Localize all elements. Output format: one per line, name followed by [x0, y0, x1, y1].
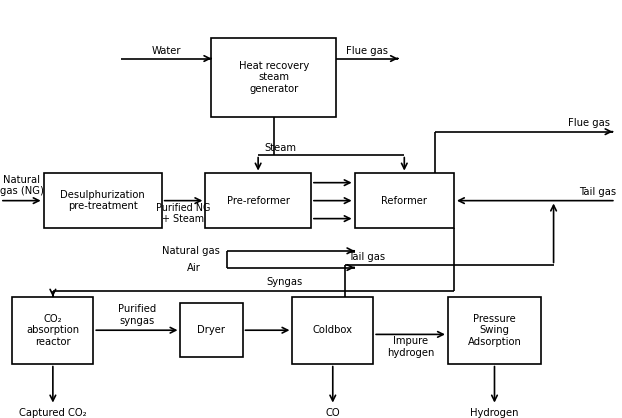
Text: Pressure
Swing
Adsorption: Pressure Swing Adsorption	[468, 314, 521, 347]
FancyBboxPatch shape	[180, 303, 243, 357]
Text: Natural gas: Natural gas	[162, 246, 220, 256]
Text: Purified NG
+ Steam: Purified NG + Steam	[156, 203, 211, 224]
Text: Syngas: Syngas	[266, 277, 303, 287]
Text: Water: Water	[152, 46, 181, 56]
FancyBboxPatch shape	[44, 173, 162, 228]
FancyBboxPatch shape	[12, 297, 93, 364]
Text: Natural
gas (NG): Natural gas (NG)	[0, 175, 44, 196]
Text: Desulphurization
pre-treatment: Desulphurization pre-treatment	[60, 190, 145, 212]
Text: Pre-reformer: Pre-reformer	[226, 196, 290, 206]
Text: Flue gas: Flue gas	[346, 46, 388, 56]
Text: Captured CO₂: Captured CO₂	[19, 408, 86, 418]
Text: CO₂
absorption
reactor: CO₂ absorption reactor	[26, 314, 80, 347]
Text: Steam: Steam	[264, 143, 296, 153]
Text: Purified
syngas: Purified syngas	[118, 304, 156, 326]
FancyBboxPatch shape	[292, 297, 373, 364]
Text: Coldbox: Coldbox	[313, 325, 353, 335]
Text: Reformer: Reformer	[381, 196, 427, 206]
Text: Hydrogen: Hydrogen	[470, 408, 519, 418]
FancyBboxPatch shape	[211, 38, 336, 117]
Text: Impure
hydrogen: Impure hydrogen	[387, 336, 434, 358]
FancyBboxPatch shape	[355, 173, 454, 228]
Text: Dryer: Dryer	[197, 325, 226, 335]
FancyBboxPatch shape	[448, 297, 541, 364]
Text: CO: CO	[325, 408, 340, 418]
Text: Air: Air	[187, 263, 200, 273]
Text: Flue gas: Flue gas	[567, 118, 610, 128]
Text: Tail gas: Tail gas	[348, 252, 386, 262]
Text: Tail gas: Tail gas	[578, 187, 616, 197]
FancyBboxPatch shape	[205, 173, 311, 228]
Text: Heat recovery
steam
generator: Heat recovery steam generator	[239, 61, 309, 94]
